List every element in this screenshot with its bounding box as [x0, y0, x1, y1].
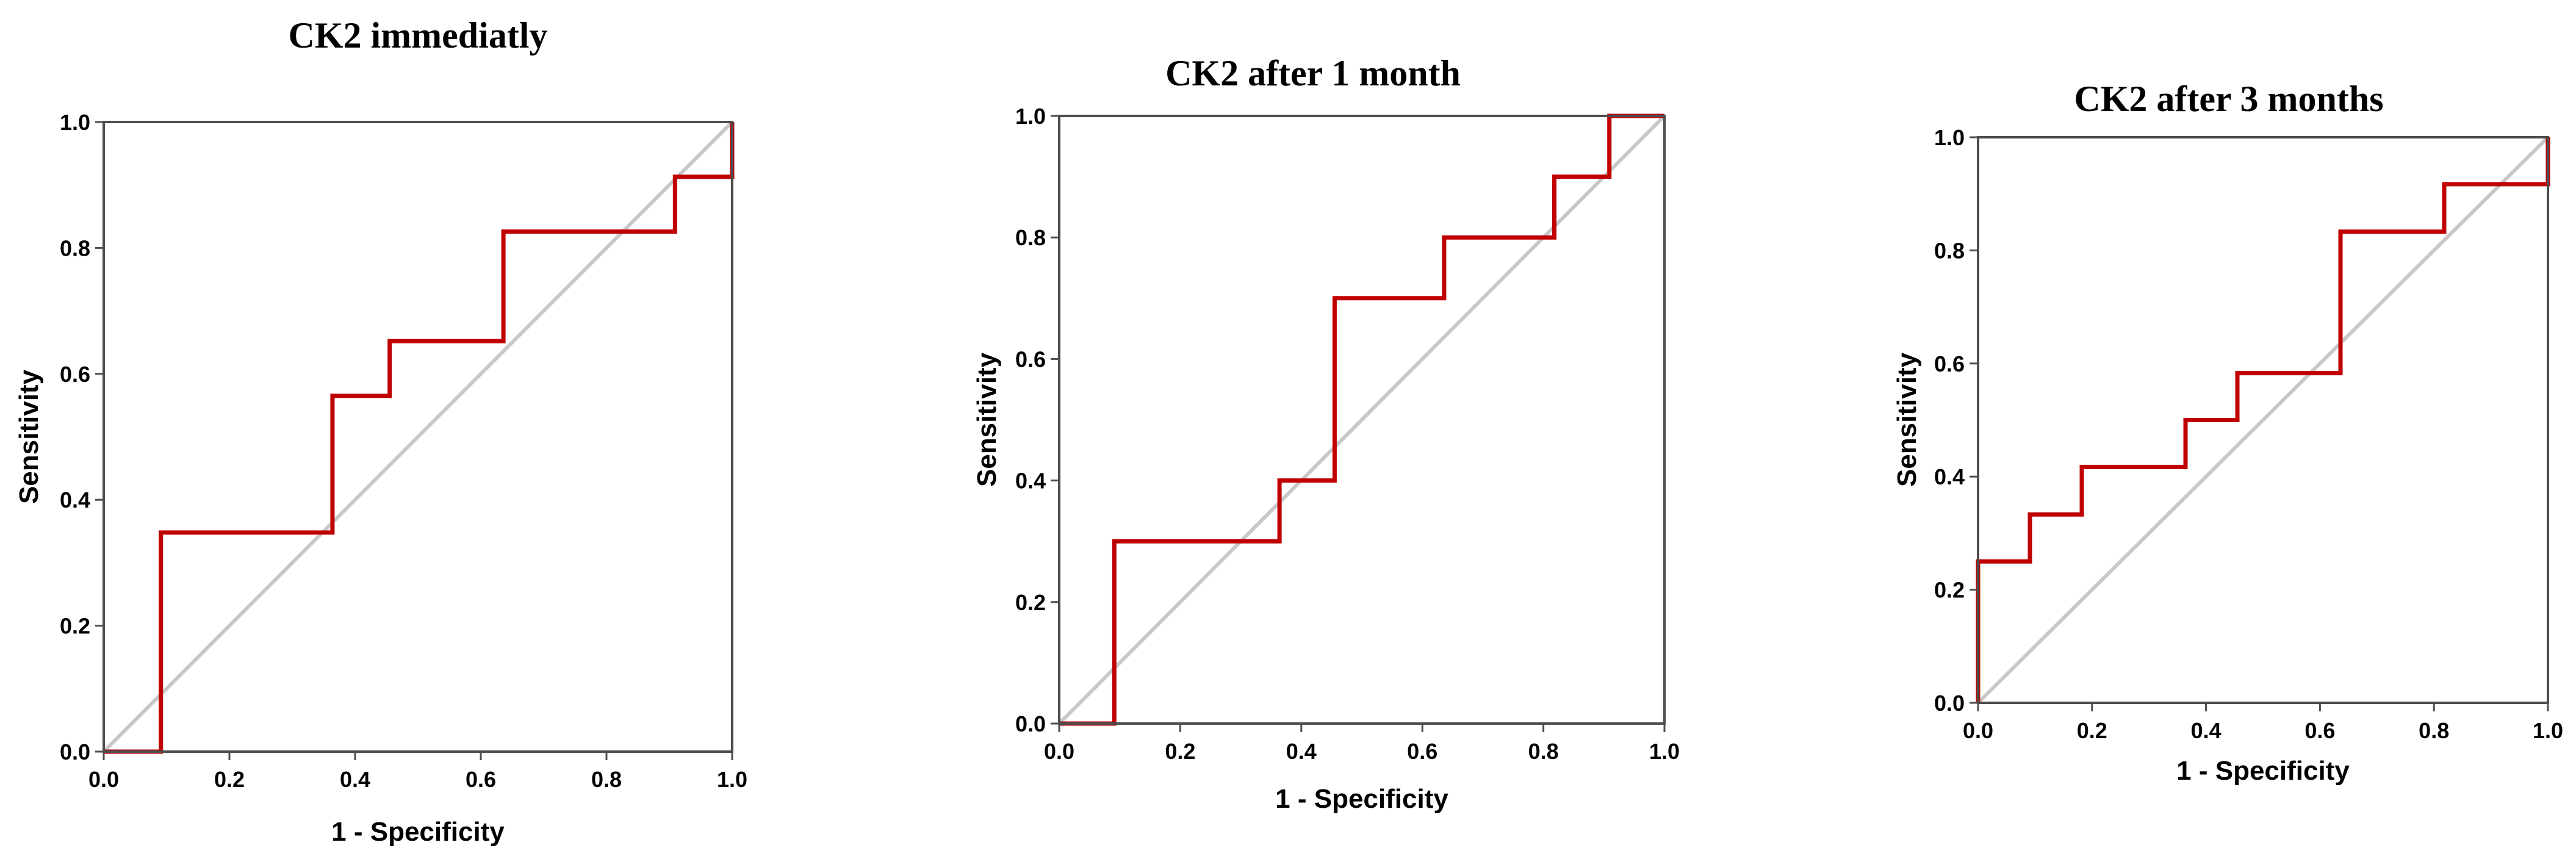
x-axis-label: 1 - Specificity	[1275, 784, 1448, 814]
y-axis-label: Sensitivity	[14, 369, 44, 504]
y-tick-label: 0.2	[60, 614, 90, 639]
x-tick-label: 0.8	[591, 767, 622, 792]
y-tick-label: 0.4	[60, 487, 90, 512]
y-tick-label: 0.0	[1934, 691, 1965, 716]
x-tick-label: 0.6	[2304, 718, 2335, 743]
x-tick-label: 0.8	[1528, 739, 1559, 764]
x-tick-label: 0.2	[2077, 718, 2107, 743]
x-axis-label: 1 - Specificity	[331, 817, 505, 847]
chart-title: CK2 immediatly	[289, 15, 548, 56]
y-tick-label: 1.0	[60, 110, 90, 135]
y-tick-label: 0.0	[60, 739, 90, 764]
y-tick-label: 0.8	[60, 235, 90, 261]
x-tick-label: 0.2	[1165, 739, 1195, 764]
x-tick-label: 0.0	[88, 767, 119, 792]
y-tick-label: 0.2	[1934, 578, 1965, 603]
y-tick-label: 0.6	[60, 362, 90, 387]
x-tick-label: 0.4	[1286, 739, 1317, 764]
plot-frame	[1058, 115, 1666, 725]
reference-line	[102, 120, 734, 753]
y-tick-label: 1.0	[1015, 104, 1046, 129]
x-tick-label: 0.8	[2419, 718, 2449, 743]
plot-frame	[1977, 136, 2549, 704]
x-tick-label: 0.6	[1407, 739, 1437, 764]
y-tick-label: 0.8	[1934, 238, 1965, 263]
y-tick-label: 0.0	[1015, 711, 1046, 736]
y-tick-label: 1.0	[1934, 125, 1965, 150]
x-axis-label: 1 - Specificity	[2176, 756, 2350, 786]
reference-line	[1057, 114, 1666, 725]
x-tick-label: 0.4	[340, 767, 370, 792]
chart-title: CK2 after 3 months	[2074, 79, 2383, 119]
x-tick-label: 1.0	[2533, 718, 2563, 743]
x-tick-label: 0.4	[2191, 718, 2222, 743]
x-tick-label: 0.6	[466, 767, 496, 792]
x-tick-label: 0.2	[214, 767, 245, 792]
roc-curve	[1976, 137, 2550, 703]
chart-ck2-after-1-month: CK2 after 1 month 1 - Specificity Sensit…	[972, 53, 1680, 814]
x-tick-label: 0.0	[1044, 739, 1074, 764]
x-tick-label: 1.0	[1649, 739, 1680, 764]
x-tick-label: 0.0	[1963, 718, 1993, 743]
chart-ck2-after-3-months: CK2 after 3 months 1 - Specificity Sensi…	[1892, 79, 2563, 786]
y-tick-label: 0.2	[1015, 590, 1046, 615]
plot-frame	[103, 121, 733, 753]
roc-curve	[104, 122, 735, 754]
x-tick-label: 1.0	[717, 767, 747, 792]
y-tick-label: 0.6	[1015, 347, 1046, 372]
y-tick-label: 0.4	[1934, 464, 1965, 489]
y-tick-label: 0.8	[1015, 225, 1046, 250]
reference-line	[1976, 135, 2550, 705]
y-axis-label: Sensitivity	[972, 352, 1002, 487]
chart-title: CK2 after 1 month	[1165, 53, 1461, 93]
y-tick-label: 0.6	[1934, 351, 1965, 376]
roc-curve	[1059, 113, 1664, 726]
y-tick-label: 0.4	[1015, 469, 1046, 494]
y-axis-label: Sensitivity	[1892, 352, 1922, 487]
chart-ck2-immediatly: CK2 immediatly 1 - Specificity Sensitivi…	[14, 15, 747, 847]
